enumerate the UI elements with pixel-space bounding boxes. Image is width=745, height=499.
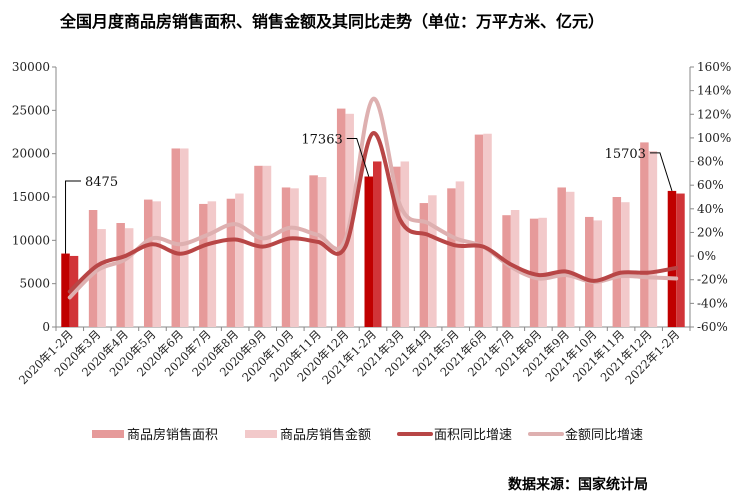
bar-amount (124, 228, 134, 327)
right-tick-label: 160% (697, 60, 731, 74)
bar-amount (428, 195, 437, 327)
right-tick-label: 40% (697, 202, 724, 216)
bar-area (419, 203, 429, 327)
bar-area (447, 188, 456, 327)
left-tick-label: 25000 (12, 103, 50, 117)
chart-title: 全国月度商品房销售面积、销售金额及其同比走势（单位：万平方米、亿元） (60, 12, 605, 31)
annotation-leader (649, 152, 673, 192)
bar-amount (207, 201, 217, 327)
bar-area (61, 253, 70, 327)
line-area-yoy (67, 131, 679, 294)
bar-amount (621, 202, 630, 327)
annotation-label: 17363 (301, 133, 342, 148)
left-tick-label: 30000 (12, 60, 50, 74)
source-note: 数据来源：国家统计局 (508, 477, 648, 493)
bar-amount (400, 161, 410, 327)
legend-label: 面积同比增速 (434, 428, 512, 443)
bar-area (392, 166, 401, 327)
bar-amount (565, 191, 575, 327)
bar-area (336, 108, 346, 327)
bar-area (309, 175, 318, 327)
bar-amount (538, 217, 547, 327)
bar-area (364, 176, 373, 327)
bar-area (557, 187, 566, 327)
bar-area (199, 203, 208, 327)
bar-amount (648, 151, 658, 327)
annotation-leader (65, 180, 81, 254)
bar-amount (97, 229, 106, 327)
right-tick-label: 100% (697, 131, 731, 145)
bar-area (667, 190, 677, 327)
legend-label: 商品房销售金额 (280, 427, 371, 443)
legend-label: 商品房销售面积 (127, 427, 218, 443)
legend-swatch (245, 430, 277, 438)
bar-area (116, 223, 125, 327)
legend-swatch (92, 430, 124, 438)
left-tick-label: 10000 (12, 233, 50, 247)
bar-area (143, 199, 153, 327)
bar-amount (593, 220, 603, 327)
annotation-label: 8475 (85, 175, 118, 190)
annotation-leader (346, 138, 370, 177)
line-amount-yoy (67, 96, 679, 300)
bar-area (640, 142, 649, 327)
bar-amount (317, 177, 327, 327)
bar-area (474, 134, 484, 327)
right-tick-label: 140% (697, 84, 731, 98)
bar-amount (676, 193, 685, 327)
right-tick-label: -60% (697, 320, 728, 334)
bar-area (281, 187, 291, 327)
bar-amount (455, 181, 465, 327)
right-tick-label: 60% (697, 178, 724, 192)
right-tick-label: 0% (697, 249, 716, 263)
left-tick-label: 20000 (12, 147, 50, 161)
bar-amount (290, 188, 299, 327)
bar-area (171, 148, 181, 327)
right-tick-label: -20% (697, 273, 728, 287)
legend-label: 金额同比增速 (565, 427, 643, 443)
left-tick-label: 0 (42, 320, 50, 334)
left-tick-label: 5000 (19, 277, 50, 291)
bar-area (612, 197, 622, 327)
right-tick-label: 80% (697, 155, 724, 169)
right-tick-label: 20% (697, 225, 724, 239)
bar-amount (152, 201, 161, 327)
bar-area (226, 198, 236, 327)
bar-amount (483, 133, 492, 327)
right-tick-label: 120% (697, 107, 731, 121)
bar-amount (373, 161, 382, 327)
bar-area (502, 215, 511, 327)
left-tick-label: 15000 (12, 190, 50, 204)
right-tick-label: -40% (697, 296, 728, 310)
annotation-label: 15703 (605, 147, 646, 162)
bar-area (585, 216, 594, 327)
bar-amount (235, 193, 244, 327)
bar-amount (180, 148, 189, 327)
